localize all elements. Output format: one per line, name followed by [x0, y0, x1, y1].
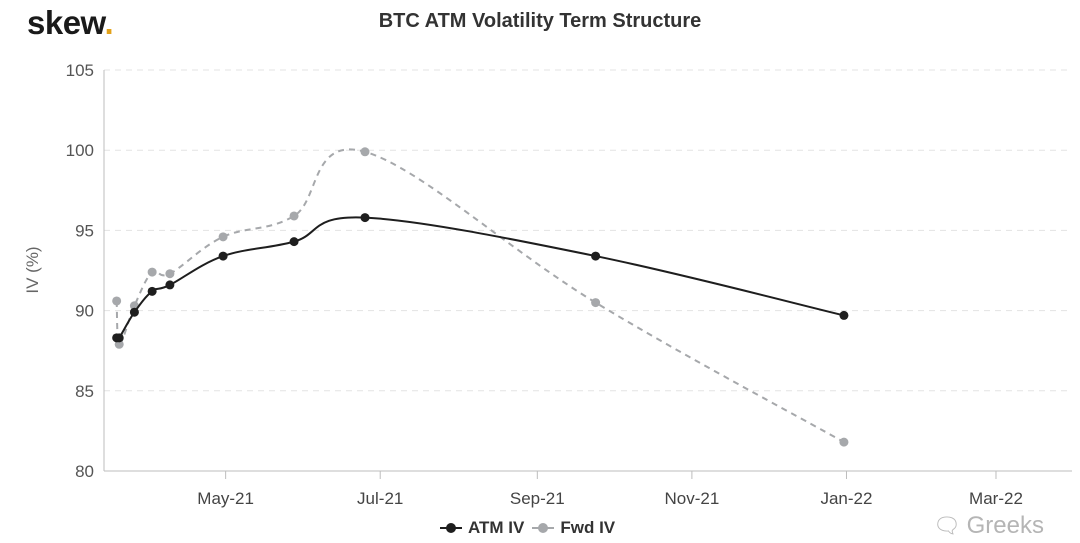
data-point-atm-iv [165, 280, 175, 290]
skew-logo: skew. [27, 4, 114, 42]
data-point-fwd-iv [218, 232, 228, 242]
series-line-fwd-iv [115, 148, 845, 443]
data-point-fwd-iv [147, 267, 157, 277]
data-point-atm-iv [218, 251, 228, 261]
y-tick-label: 80 [75, 462, 94, 481]
x-tick-label: Sep-21 [510, 489, 565, 508]
data-point-atm-iv [289, 237, 299, 247]
y-tick-label: 95 [75, 221, 94, 240]
data-point-atm-iv [360, 213, 370, 223]
data-point-fwd-iv [112, 296, 122, 306]
legend-item-atm-iv[interactable]: ATM IV [440, 518, 524, 538]
data-point-atm-iv [114, 333, 124, 343]
legend-label-atm-iv: ATM IV [468, 518, 525, 537]
axis-layer: 80 85 90 95 100 105 May-21 Jul-21 Sep-21 Nov-21 Ja… [66, 61, 1072, 508]
chart-legend: ATM IV Fwd IV [440, 518, 615, 538]
data-point-atm-iv [839, 310, 849, 320]
legend-symbol-atm-iv [440, 523, 462, 533]
grid-layer [104, 69, 1072, 392]
watermark-text: Greeks [966, 512, 1044, 539]
data-point-atm-iv [147, 286, 157, 296]
logo-dot: . [104, 4, 114, 41]
x-tick-label: Jul-21 [357, 489, 403, 508]
chart-title: BTC ATM Volatility Term Structure [378, 10, 702, 32]
x-tick-label: Mar-22 [969, 489, 1023, 508]
logo-text: skew [27, 4, 105, 41]
x-tick-label: May-21 [197, 489, 254, 508]
legend-label-fwd-iv: Fwd IV [560, 518, 616, 537]
data-point-fwd-iv [839, 437, 849, 447]
watermark: 🗨 Greeks [933, 512, 1044, 540]
y-tick-label: 85 [75, 382, 94, 401]
x-tick-label: Nov-21 [664, 489, 719, 508]
data-point-atm-iv [129, 307, 139, 317]
y-axis-label: IV (%) [23, 246, 42, 293]
x-tick-label: Jan-22 [820, 489, 872, 508]
legend-item-fwd-iv[interactable]: Fwd IV [532, 518, 615, 538]
series-layer [112, 147, 849, 447]
y-tick-label: 100 [66, 141, 94, 160]
data-point-atm-iv [591, 251, 601, 261]
data-point-fwd-iv [360, 147, 370, 157]
data-point-fwd-iv [289, 211, 299, 221]
chat-bubbles-icon: 🗨 [932, 513, 961, 538]
y-tick-label: 90 [75, 302, 94, 321]
legend-symbol-fwd-iv [532, 523, 555, 533]
data-point-fwd-iv [165, 269, 175, 279]
data-point-fwd-iv [591, 298, 601, 308]
y-tick-label: 105 [66, 61, 94, 80]
